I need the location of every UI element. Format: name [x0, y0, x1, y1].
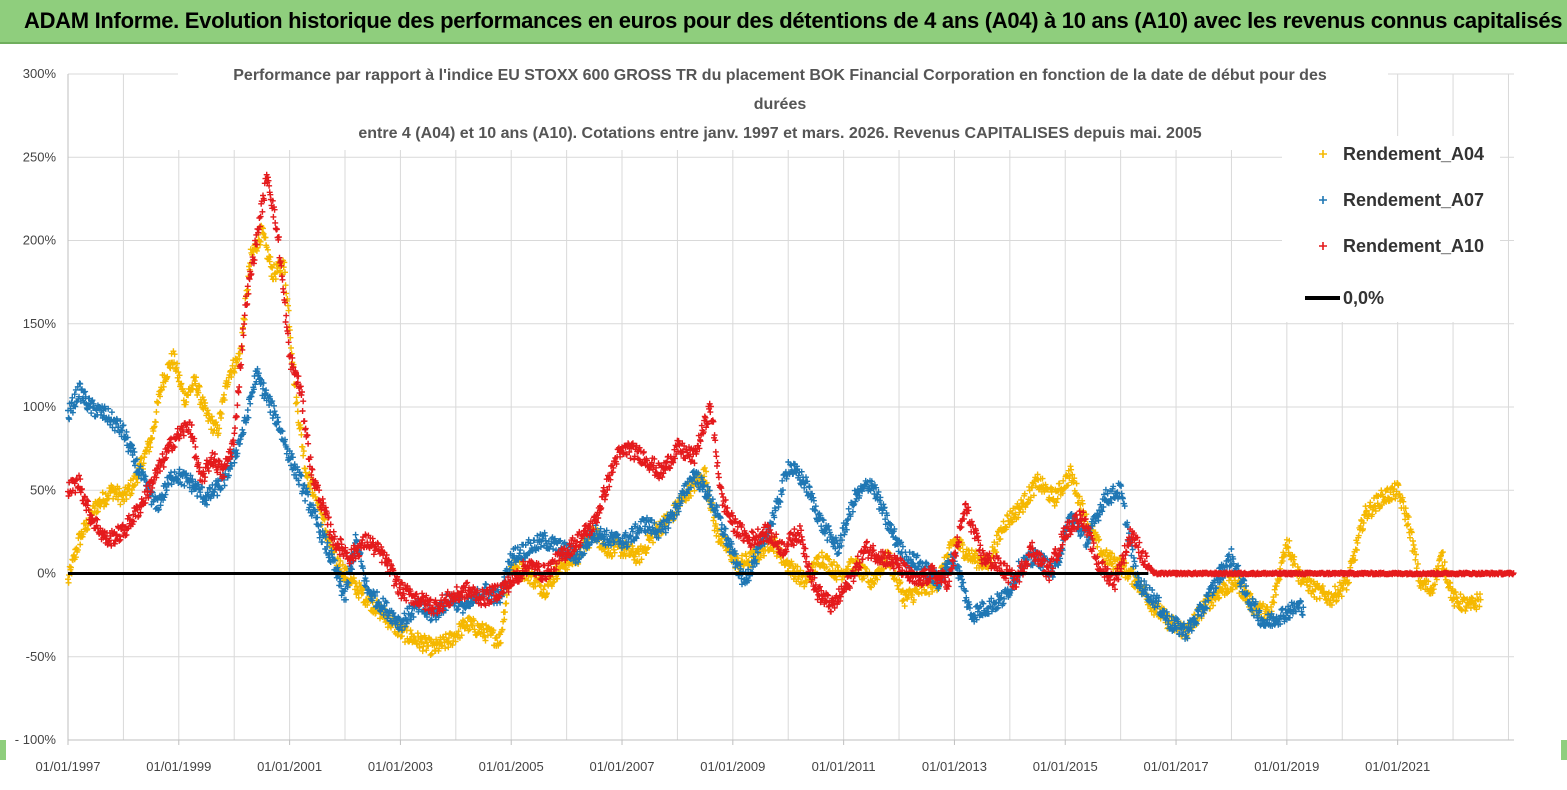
x-axis-ticks: 01/01/1997 01/01/1999 01/01/2001 01/01/2003…	[35, 740, 1430, 774]
x-tick-label: 01/01/2019	[1254, 759, 1319, 774]
legend-background	[1282, 136, 1500, 322]
series-Rendement_A10	[65, 171, 1517, 617]
header-bar: ADAM Informe. Evolution historique des p…	[0, 0, 1567, 44]
x-tick-label: 01/01/2017	[1144, 759, 1209, 774]
x-tick-label: 01/01/2009	[700, 759, 765, 774]
series-Rendement_A04	[65, 222, 1484, 658]
legend-label-A04: Rendement_A04	[1343, 144, 1484, 164]
x-tick-label: 01/01/2001	[257, 759, 322, 774]
legend: Rendement_A04 Rendement_A07 Rendement_A10 0…	[1282, 136, 1500, 322]
chart-title-line: entre 4 (A04) et 10 ans (A10). Cotations…	[358, 125, 1201, 142]
x-tick-label: 01/01/1999	[146, 759, 211, 774]
y-tick-label: 0%	[37, 566, 56, 581]
legend-marker-A04	[1319, 150, 1327, 158]
left-border-accent	[0, 740, 6, 760]
x-tick-label: 01/01/2007	[589, 759, 654, 774]
series-markers-A04	[65, 222, 1484, 658]
chart-title-line: Performance par rapport à l'indice EU ST…	[233, 67, 1327, 84]
series-markers-A10	[65, 171, 1517, 617]
y-tick-label: 150%	[23, 316, 57, 331]
legend-label-A10: Rendement_A10	[1343, 236, 1484, 256]
right-border-accent	[1561, 740, 1567, 760]
x-tick-label: 01/01/2021	[1365, 759, 1430, 774]
legend-label-zero: 0,0%	[1343, 288, 1384, 308]
chart-title-background	[178, 58, 1388, 150]
x-tick-label: 01/01/1997	[35, 759, 100, 774]
y-tick-label: 250%	[23, 149, 57, 164]
legend-label-A07: Rendement_A07	[1343, 190, 1484, 210]
x-tick-label: 01/01/2013	[922, 759, 987, 774]
y-tick-label: 300%	[23, 66, 57, 81]
scatter-chart: - 100% -50% 0% 50% 100% 150% 200% 250% 300% 01/0…	[15, 58, 1517, 774]
legend-marker-A10	[1319, 242, 1327, 250]
grid-lines	[67, 73, 1514, 741]
y-tick-label: - 100%	[15, 732, 57, 747]
data-points	[65, 171, 1517, 658]
y-tick-label: 100%	[23, 399, 57, 414]
x-tick-label: 01/01/2003	[368, 759, 433, 774]
y-tick-label: 50%	[30, 482, 56, 497]
page-title: ADAM Informe. Evolution historique des p…	[24, 8, 1563, 33]
y-axis-ticks: - 100% -50% 0% 50% 100% 150% 200% 250% 300%	[15, 66, 57, 747]
y-tick-label: -50%	[26, 649, 57, 664]
x-tick-label: 01/01/2011	[812, 759, 876, 774]
y-tick-label: 200%	[23, 233, 57, 248]
legend-marker-A07	[1319, 196, 1327, 204]
x-tick-label: 01/01/2015	[1033, 759, 1098, 774]
chart-title: Performance par rapport à l'indice EU ST…	[233, 67, 1327, 142]
x-tick-label: 01/01/2005	[479, 759, 544, 774]
chart-title-line: durées	[754, 96, 807, 113]
